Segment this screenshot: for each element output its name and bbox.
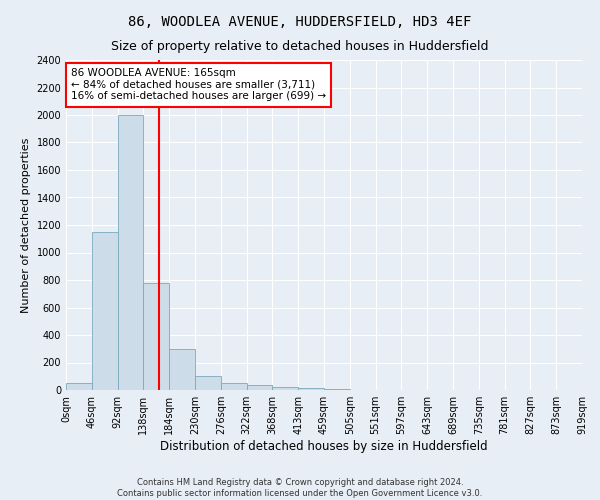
Bar: [324, 388, 350, 390]
Text: 86 WOODLEA AVENUE: 165sqm
← 84% of detached houses are smaller (3,711)
16% of se: 86 WOODLEA AVENUE: 165sqm ← 84% of detac…: [71, 68, 326, 102]
Y-axis label: Number of detached properties: Number of detached properties: [21, 138, 31, 312]
Bar: [118, 115, 143, 390]
X-axis label: Distribution of detached houses by size in Huddersfield: Distribution of detached houses by size …: [160, 440, 488, 453]
Bar: [247, 384, 272, 390]
Text: Contains HM Land Registry data © Crown copyright and database right 2024.
Contai: Contains HM Land Registry data © Crown c…: [118, 478, 482, 498]
Bar: [143, 283, 169, 390]
Bar: [195, 376, 221, 390]
Bar: [169, 350, 195, 390]
Text: Size of property relative to detached houses in Huddersfield: Size of property relative to detached ho…: [111, 40, 489, 53]
Bar: [221, 383, 247, 390]
Text: 86, WOODLEA AVENUE, HUDDERSFIELD, HD3 4EF: 86, WOODLEA AVENUE, HUDDERSFIELD, HD3 4E…: [128, 15, 472, 29]
Bar: [272, 386, 298, 390]
Bar: [66, 383, 92, 390]
Bar: [92, 232, 118, 390]
Bar: [298, 388, 324, 390]
